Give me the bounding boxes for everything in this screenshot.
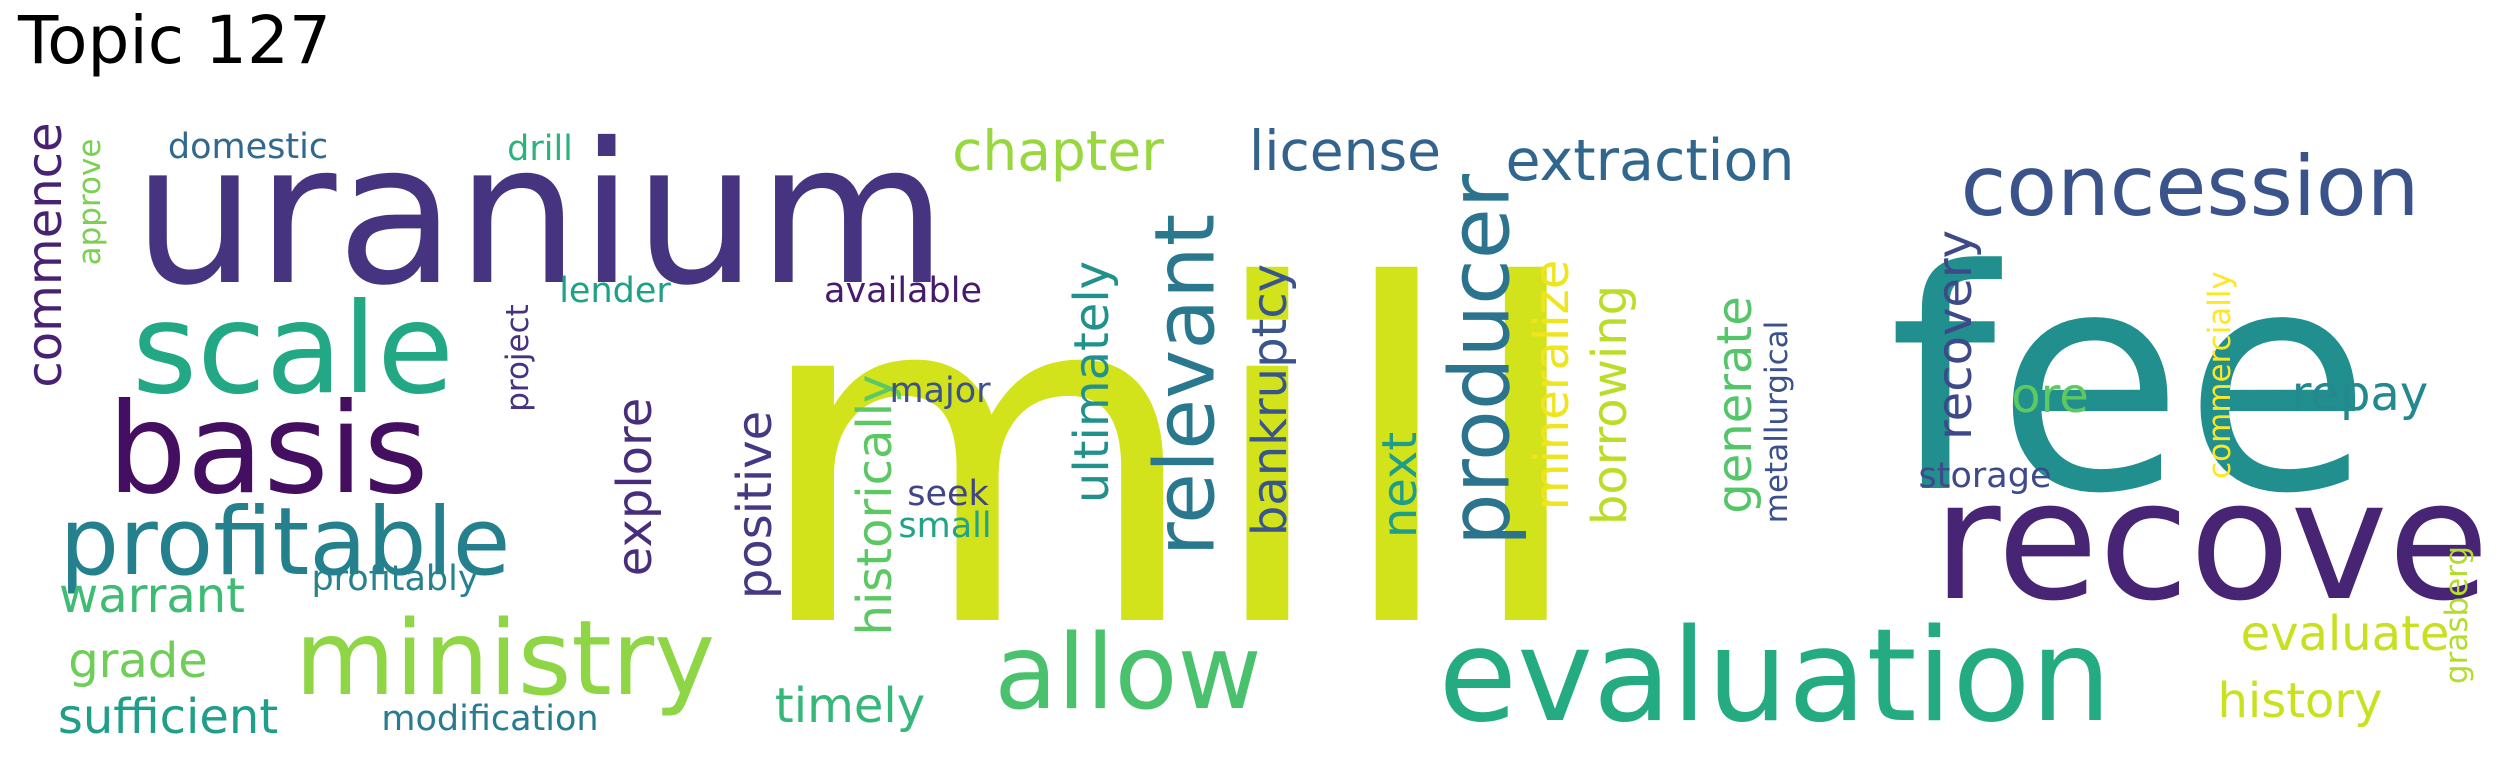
word-approve: approve (72, 139, 108, 266)
word-ultimately: ultimately (1064, 261, 1120, 503)
word-history: history (2217, 673, 2382, 729)
word-bankruptcy: bankruptcy (1242, 264, 1298, 536)
word-historically: historically (847, 375, 903, 636)
word-seek: seek (907, 474, 989, 514)
word-ore: ore (2011, 368, 2089, 424)
word-grasberg: grasberg (2439, 546, 2475, 684)
word-recover: recover (1933, 445, 2504, 637)
page-title: Topic 127 (18, 2, 331, 79)
word-small: small (898, 506, 991, 546)
word-ministry: ministry (295, 599, 715, 719)
word-storage: storage (1919, 456, 2052, 496)
word-project: project (500, 304, 536, 412)
word-drill: drill (507, 129, 573, 169)
word-concession: concession (1961, 138, 2420, 235)
word-major: major (889, 371, 991, 411)
word-scale: scale (132, 277, 454, 422)
word-grade: grade (68, 633, 208, 689)
word-license: license (1249, 119, 1441, 183)
word-recovery: recovery (1927, 230, 1983, 440)
word-mill: mill (750, 188, 1591, 730)
word-relevant: relevant (1137, 214, 1234, 557)
word-domestic: domestic (168, 127, 328, 167)
word-producer: producer (1432, 173, 1529, 546)
word-profitable: profitable (59, 488, 510, 597)
word-generate: generate (1707, 296, 1763, 513)
word-uranium: uranium (133, 101, 948, 328)
word-fee: fee (1889, 205, 2372, 560)
word-evaluation: evaluation (1438, 602, 2111, 751)
word-extraction: extraction (1505, 128, 1794, 194)
word-available: available (824, 271, 982, 311)
word-mineralize: mineralize (1524, 260, 1580, 511)
word-allow: allow (994, 613, 1262, 733)
word-borrowing: borrowing (1582, 285, 1638, 525)
word-sufficient: sufficient (58, 689, 278, 745)
word-profitably: profitably (311, 559, 478, 599)
word-positive: positive (727, 411, 783, 599)
word-explore: explore (607, 398, 663, 576)
word-warrant: warrant (59, 568, 245, 624)
word-timely: timely (775, 678, 925, 734)
word-modification: modification (381, 699, 598, 739)
word-metallurgical: metallurgical (1759, 321, 1795, 523)
word-commence: commence (17, 122, 73, 387)
word-commercially: commercially (2202, 271, 2238, 479)
word-evaluate: evaluate (2241, 606, 2450, 662)
word-basis: basis (108, 377, 429, 522)
word-next: next (1372, 432, 1428, 538)
word-lender: lender (559, 271, 671, 311)
word-chapter: chapter (952, 119, 1164, 183)
word-repay: repay (2292, 366, 2429, 422)
